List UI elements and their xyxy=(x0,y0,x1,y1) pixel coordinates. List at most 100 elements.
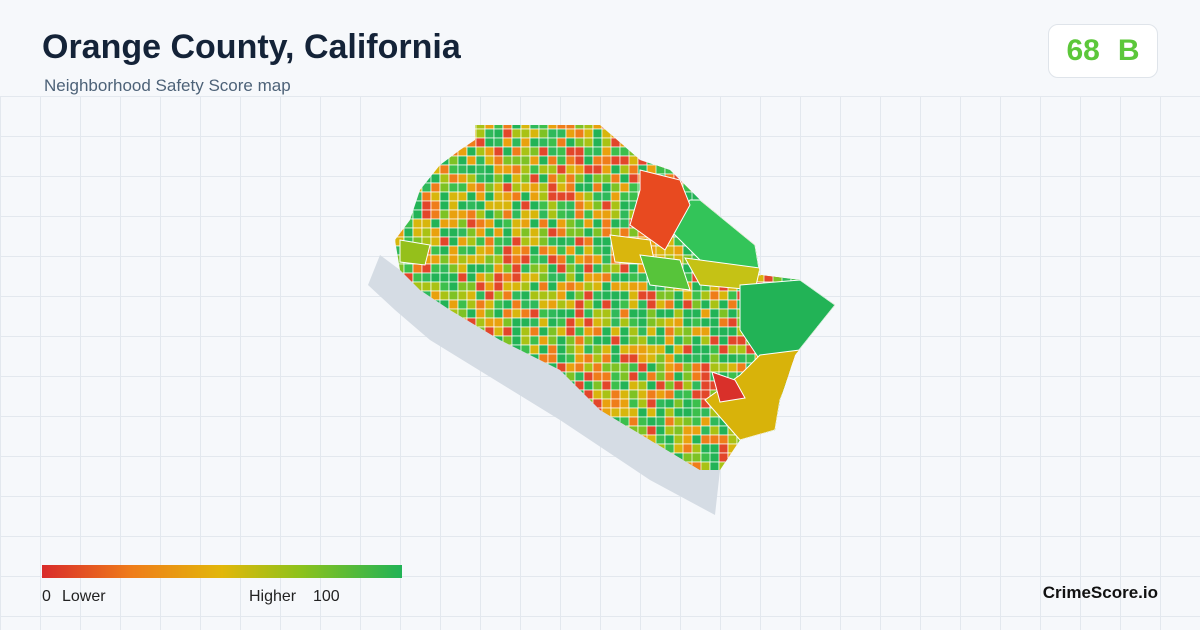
neighborhood-cell xyxy=(754,146,774,157)
neighborhood-cell xyxy=(493,281,504,292)
neighborhood-cell xyxy=(475,227,486,238)
neighborhood-cell xyxy=(836,147,863,156)
neighborhood-cell xyxy=(448,200,459,211)
neighborhood-cell xyxy=(826,326,835,337)
neighborhood-cell xyxy=(520,173,531,184)
neighborhood-cell xyxy=(556,164,567,175)
neighborhood-cell xyxy=(502,317,513,328)
neighborhood-cell xyxy=(592,218,603,229)
neighborhood-cell xyxy=(574,326,585,337)
neighborhood-cell xyxy=(790,371,819,382)
neighborhood-cell xyxy=(611,471,638,480)
neighborhood-cell xyxy=(466,227,477,238)
neighborhood-cell xyxy=(502,191,513,202)
neighborhood-cell xyxy=(529,452,540,463)
neighborhood-cell xyxy=(583,209,594,220)
neighborhood-cell xyxy=(754,182,783,193)
neighborhood-cell xyxy=(475,290,486,301)
neighborhood-cell xyxy=(781,128,792,139)
neighborhood-cell xyxy=(700,461,711,470)
neighborhood-cell xyxy=(637,125,666,130)
neighborhood-cell xyxy=(727,209,738,220)
neighborhood-cell xyxy=(520,254,531,265)
neighborhood-cell xyxy=(439,407,450,418)
neighborhood-cell xyxy=(511,137,522,148)
neighborhood-cell xyxy=(826,407,835,418)
neighborhood-cell xyxy=(790,461,810,470)
neighborhood-cell xyxy=(503,471,512,480)
neighborhood-cell xyxy=(520,335,531,346)
neighborhood-cell xyxy=(439,182,450,193)
neighborhood-cell xyxy=(754,245,783,256)
neighborhood-cell xyxy=(745,146,756,157)
neighborhood-cell xyxy=(655,326,666,337)
neighborhood-cell xyxy=(529,128,540,139)
neighborhood-cell xyxy=(619,389,630,400)
legend-gradient xyxy=(42,565,402,578)
neighborhood-cell xyxy=(610,155,621,166)
neighborhood-cell xyxy=(754,443,774,454)
neighborhood-cell xyxy=(457,272,468,283)
neighborhood-cell xyxy=(682,137,702,148)
neighborhood-cell xyxy=(485,471,494,480)
neighborhood-cell xyxy=(502,326,513,337)
neighborhood-cell xyxy=(547,290,558,301)
neighborhood-cell xyxy=(836,363,854,372)
neighborhood-cell xyxy=(763,263,774,274)
neighborhood-cell xyxy=(691,425,702,436)
neighborhood-cell xyxy=(809,471,818,480)
neighborhood-cell xyxy=(457,128,468,139)
neighborhood-cell xyxy=(538,137,549,148)
neighborhood-cell xyxy=(628,128,639,139)
neighborhood-cell xyxy=(574,272,585,283)
neighborhood-cell xyxy=(475,146,486,157)
neighborhood-cell xyxy=(457,299,468,310)
neighborhood-cell xyxy=(574,209,585,220)
neighborhood-cell xyxy=(817,137,828,148)
neighborhood-cell xyxy=(466,434,477,445)
neighborhood-cell xyxy=(628,146,639,157)
neighborhood-cell xyxy=(403,326,414,337)
neighborhood-cell xyxy=(395,335,405,346)
neighborhood-cell xyxy=(395,173,405,184)
neighborhood-cell xyxy=(781,452,801,463)
neighborhood-cell xyxy=(403,407,414,418)
neighborhood-cell xyxy=(493,389,504,400)
neighborhood-cell xyxy=(691,182,702,193)
neighborhood-cell xyxy=(826,281,835,292)
neighborhood-cell xyxy=(467,471,476,480)
neighborhood-cell xyxy=(520,272,531,283)
neighborhood-cell xyxy=(493,254,504,265)
neighborhood-cell xyxy=(691,452,702,463)
neighborhood-cell xyxy=(502,290,513,301)
neighborhood-cell xyxy=(511,317,522,328)
neighborhood-cell xyxy=(799,236,828,247)
neighborhood-cell xyxy=(592,335,603,346)
neighborhood-cell xyxy=(430,245,441,256)
neighborhood-cell xyxy=(691,317,702,328)
neighborhood-cell xyxy=(439,452,450,463)
neighborhood-cell xyxy=(673,125,693,130)
neighborhood-cell xyxy=(412,398,423,409)
neighborhood-cell xyxy=(430,254,441,265)
neighborhood-cell xyxy=(763,191,792,202)
neighborhood-cell xyxy=(466,272,477,283)
neighborhood-cell xyxy=(511,218,522,229)
neighborhood-cell xyxy=(395,471,404,480)
neighborhood-cell xyxy=(781,389,792,400)
neighborhood-cell xyxy=(565,245,576,256)
neighborhood-cell xyxy=(709,290,720,301)
neighborhood-cell xyxy=(772,173,792,184)
neighborhood-cell xyxy=(430,443,441,454)
neighborhood-cell xyxy=(484,125,495,130)
neighborhood-cell xyxy=(817,398,828,409)
neighborhood-cell xyxy=(529,125,540,130)
neighborhood-cell xyxy=(547,209,558,220)
neighborhood-cell xyxy=(538,263,549,274)
neighborhood-cell xyxy=(421,281,432,292)
neighborhood-cell xyxy=(412,146,423,157)
neighborhood-cell xyxy=(484,398,495,409)
neighborhood-cell xyxy=(817,326,835,337)
neighborhood-cell xyxy=(646,407,657,418)
neighborhood-cell xyxy=(457,218,468,229)
